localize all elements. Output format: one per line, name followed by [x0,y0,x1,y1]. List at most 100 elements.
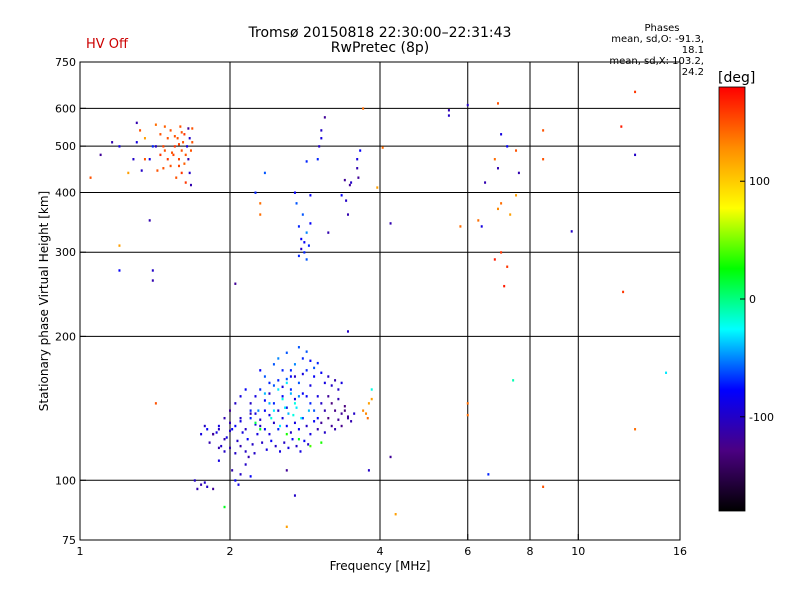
data-point [254,423,257,426]
data-point [237,483,240,486]
data-point [270,416,273,420]
scatter-points [89,90,668,529]
data-point [301,392,304,395]
data-point [173,145,176,148]
y-tick-label: 200 [55,330,76,343]
data-point [366,416,369,420]
data-point [334,428,337,431]
data-point [346,416,349,420]
data-point [259,428,262,431]
data-point [200,483,203,486]
data-point [313,409,316,412]
data-point [343,178,346,182]
x-tick-label: 1 [77,545,84,558]
data-point [503,284,506,288]
data-point [259,369,262,372]
data-point [293,191,296,194]
data-point [189,183,192,187]
data-point [154,402,157,405]
data-point [297,428,300,431]
data-point [356,158,359,161]
phases-title: Phases [644,23,680,34]
y-tick-label: 100 [55,474,76,487]
data-point [285,351,288,354]
data-point [118,269,121,272]
data-point [203,424,206,428]
data-point [259,424,262,428]
title-line-1: Tromsø 20150818 22:30:00–22:31:43 [248,25,512,41]
data-point [292,413,295,417]
data-point [362,409,365,412]
data-point [330,402,333,405]
data-point [303,241,306,244]
data-point [542,158,545,161]
data-point [217,428,220,431]
data-point [350,420,353,423]
data-point [163,125,166,128]
data-point [212,432,215,436]
data-point [184,181,187,184]
data-point [272,402,275,405]
data-point [196,487,199,491]
hv-status: HV Off [86,37,128,52]
data-point [176,137,179,140]
data-point [148,158,151,161]
data-point [340,412,343,415]
data-point [225,436,228,439]
data-point [316,395,319,398]
data-point [301,213,304,216]
data-point [356,167,359,170]
data-point [274,444,277,448]
data-point [345,199,348,202]
data-point [249,402,252,405]
data-point [297,395,300,398]
data-point [293,397,296,401]
data-point [542,129,545,132]
data-point [191,127,194,130]
data-point [327,416,330,420]
data-point [301,357,304,360]
data-point [634,90,637,94]
data-point [330,424,333,428]
data-point [289,369,292,372]
data-point [206,485,209,489]
y-tick-label: 600 [55,102,76,115]
data-point [217,459,220,462]
data-point [466,103,469,107]
data-point [200,432,203,436]
data-point [132,158,135,161]
data-point [272,363,275,366]
data-point [249,475,252,478]
data-point [285,381,288,385]
data-point [289,375,292,378]
data-point [244,388,247,391]
data-point [143,137,146,140]
data-point [570,230,573,233]
data-point [244,463,247,466]
data-point [263,392,266,395]
y-tick-label: 400 [55,186,76,199]
data-point [309,359,312,362]
y-tick-label: 300 [55,246,76,259]
data-point [316,158,319,161]
data-point [239,395,242,398]
data-point [337,388,340,391]
data-point [313,420,316,423]
x-tick-label: 8 [527,545,534,558]
data-point [259,213,262,216]
data-point [300,416,303,420]
data-point [89,176,92,179]
data-point [285,525,288,529]
data-point [376,186,379,189]
data-point [320,371,323,374]
data-point [234,282,237,285]
data-point [484,181,487,184]
data-point [320,129,323,132]
data-point [251,443,254,446]
data-point [223,505,226,509]
data-point [151,269,154,272]
data-point [542,485,545,489]
data-point [159,133,162,136]
data-point [277,379,280,382]
data-point [223,416,226,420]
